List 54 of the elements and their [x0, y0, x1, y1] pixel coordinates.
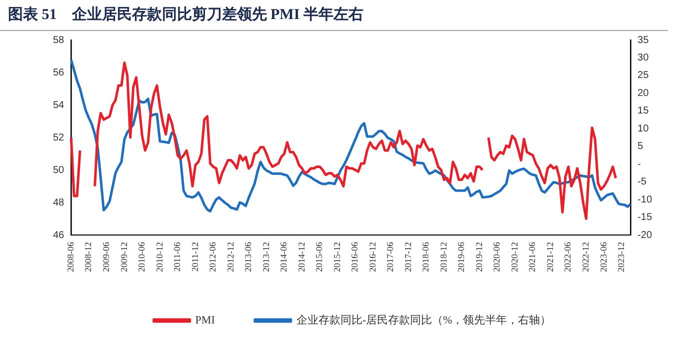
x-tick-label: 2012-06: [208, 242, 218, 272]
x-tick-label: 2020-12: [509, 242, 520, 272]
x-tick-label: 2008-06: [65, 242, 76, 272]
legend-label: PMI: [195, 314, 216, 326]
y-tick-label: 46: [53, 230, 65, 241]
y2-tick-label: -: [638, 158, 641, 170]
chart-title: 图表 51 企业居民存款同比剪刀差领先 PMI 半年左右: [0, 0, 668, 31]
x-tick-label: 2014-12: [296, 242, 306, 272]
x-tick-label: 2021-06: [527, 242, 538, 272]
x-tick-label: 2016-06: [350, 242, 360, 272]
x-tick-label: 2021-12: [544, 242, 555, 272]
y-tick-label: 48: [53, 197, 65, 208]
y2-tick-label: -20: [638, 230, 652, 241]
x-tick-label: 2009-12: [118, 242, 129, 272]
x-tick-label: 2017-12: [402, 242, 413, 272]
x-tick-label: 2018-06: [420, 242, 431, 272]
y-tick-label: 50: [53, 164, 65, 176]
y2-tick-label: 15: [638, 106, 650, 117]
y2-tick-label: 10: [638, 123, 650, 134]
y2-tick-label: 25: [638, 70, 650, 82]
x-tick-label: 2010-12: [154, 242, 164, 272]
x-tick-label: 2013-12: [260, 242, 271, 272]
y2-tick-label: 30: [638, 52, 650, 64]
x-tick-label: 2015-06: [314, 242, 324, 272]
y-tick-label: 58: [53, 34, 65, 46]
x-tick-label: 2009-06: [101, 242, 111, 272]
x-tick-label: 2019-06: [456, 242, 466, 272]
x-tick-label: 2020-06: [492, 242, 502, 272]
x-tick-label: 2011-12: [190, 242, 200, 272]
legend-label: 企业存款同比-居民存款同比（%，领先半年，右轴）: [296, 313, 552, 326]
y2-tick-label: 5: [638, 141, 644, 152]
x-tick-label: 2023-12: [616, 242, 626, 272]
x-tick-label: 2012-12: [225, 242, 236, 272]
y2-tick-label: -5: [638, 176, 647, 188]
x-tick-label: 2017-06: [385, 242, 396, 272]
x-tick-label: 2019-12: [474, 242, 484, 272]
y2-tick-label: 20: [638, 88, 650, 99]
x-tick-label: 2008-12: [83, 242, 94, 272]
x-tick-label: 2010-06: [136, 242, 147, 272]
y2-tick-label: -10: [638, 194, 652, 206]
x-tick-label: 2011-06: [172, 242, 182, 272]
x-tick-label: 2015-12: [332, 242, 342, 272]
x-tick-label: 2014-06: [278, 242, 289, 272]
x-tick-label: 2022-06: [562, 242, 573, 272]
x-tick-label: 2023-06: [598, 242, 608, 272]
y-tick-label: 56: [53, 67, 65, 78]
y-tick-label: 54: [53, 100, 65, 111]
y2-tick-label: -15: [638, 212, 652, 224]
x-tick-label: 2016-12: [367, 242, 378, 272]
x-tick-label: 2022-12: [580, 242, 591, 272]
x-tick-label: 2013-06: [243, 242, 254, 272]
y2-tick-label: 35: [638, 34, 650, 46]
y-tick-label: 52: [53, 132, 65, 144]
x-tick-label: 2018-12: [438, 242, 448, 272]
